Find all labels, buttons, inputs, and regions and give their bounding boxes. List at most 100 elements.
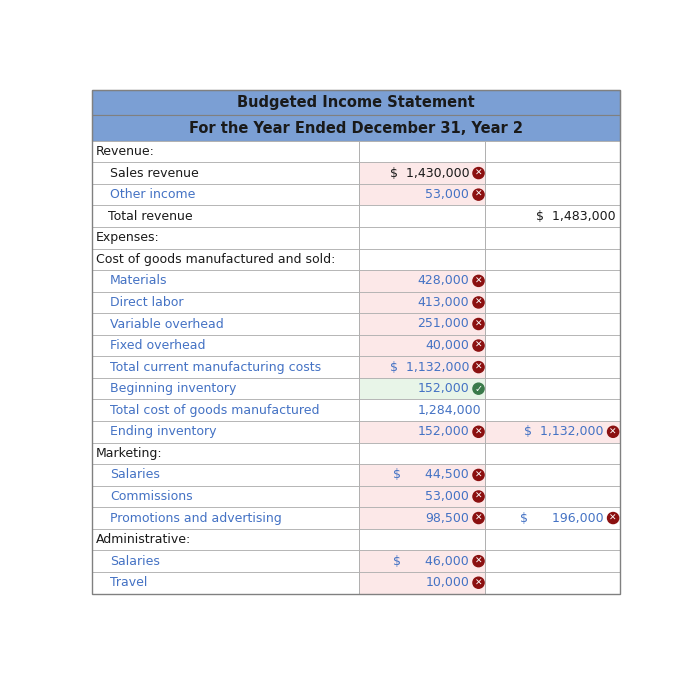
Text: Cost of goods manufactured and sold:: Cost of goods manufactured and sold: — [96, 253, 336, 266]
Text: Revenue:: Revenue: — [96, 145, 155, 158]
Bar — [92, 507, 359, 529]
Bar — [359, 227, 486, 248]
Bar — [359, 357, 486, 378]
Text: ✕: ✕ — [475, 514, 482, 523]
Bar — [359, 421, 486, 443]
Bar — [486, 486, 620, 507]
Bar — [486, 464, 620, 486]
Circle shape — [473, 469, 484, 480]
Text: Direct labor: Direct labor — [110, 296, 183, 309]
Text: Total revenue: Total revenue — [96, 209, 193, 223]
Circle shape — [473, 275, 484, 286]
Bar — [486, 443, 620, 464]
Text: $  1,483,000: $ 1,483,000 — [536, 209, 616, 223]
Text: Salaries: Salaries — [110, 555, 160, 567]
Bar — [486, 227, 620, 248]
Text: $  1,430,000: $ 1,430,000 — [390, 167, 469, 179]
Text: ✕: ✕ — [475, 320, 482, 329]
Text: Variable overhead: Variable overhead — [110, 318, 224, 330]
Text: 53,000: 53,000 — [425, 490, 469, 503]
Bar — [92, 292, 359, 313]
Text: ✓: ✓ — [475, 384, 482, 394]
Text: ✕: ✕ — [475, 341, 482, 350]
Bar — [486, 529, 620, 551]
Circle shape — [473, 189, 484, 200]
Text: 251,000: 251,000 — [418, 318, 469, 330]
Bar — [486, 184, 620, 205]
Text: $  1,132,000: $ 1,132,000 — [390, 361, 469, 373]
Bar — [486, 551, 620, 572]
Bar — [92, 464, 359, 486]
Text: 98,500: 98,500 — [425, 512, 469, 524]
Circle shape — [473, 168, 484, 179]
Bar — [486, 399, 620, 421]
Text: 1,284,000: 1,284,000 — [417, 403, 481, 417]
Text: $  1,132,000: $ 1,132,000 — [524, 425, 604, 438]
Bar — [92, 90, 620, 115]
Bar — [359, 572, 486, 593]
Text: 152,000: 152,000 — [418, 425, 469, 438]
Text: For the Year Ended December 31, Year 2: For the Year Ended December 31, Year 2 — [189, 121, 523, 135]
Bar — [486, 141, 620, 163]
Bar — [359, 507, 486, 529]
Text: 53,000: 53,000 — [425, 188, 469, 201]
Bar — [486, 270, 620, 292]
Text: $      46,000: $ 46,000 — [393, 555, 469, 567]
Bar — [92, 486, 359, 507]
Bar — [92, 163, 359, 184]
Bar — [359, 551, 486, 572]
Circle shape — [473, 318, 484, 329]
Bar — [486, 357, 620, 378]
Text: Other income: Other income — [110, 188, 195, 201]
Circle shape — [607, 512, 619, 524]
Text: 10,000: 10,000 — [425, 577, 469, 589]
Circle shape — [473, 577, 484, 588]
Bar — [486, 378, 620, 399]
Bar — [92, 248, 359, 270]
Bar — [359, 378, 486, 399]
Text: 40,000: 40,000 — [425, 339, 469, 352]
Circle shape — [473, 426, 484, 438]
Bar — [92, 572, 359, 593]
Text: Promotions and advertising: Promotions and advertising — [110, 512, 282, 524]
Bar — [359, 292, 486, 313]
Text: ✕: ✕ — [475, 363, 482, 371]
Text: ✕: ✕ — [475, 470, 482, 480]
Bar — [359, 399, 486, 421]
Text: Marketing:: Marketing: — [96, 447, 163, 460]
Text: Ending inventory: Ending inventory — [110, 425, 217, 438]
Bar — [486, 335, 620, 357]
Bar — [92, 313, 359, 335]
Text: Total cost of goods manufactured: Total cost of goods manufactured — [110, 403, 320, 417]
Bar — [486, 292, 620, 313]
Circle shape — [473, 491, 484, 502]
Bar — [92, 421, 359, 443]
Bar — [359, 141, 486, 163]
Circle shape — [473, 556, 484, 567]
Bar — [359, 529, 486, 551]
Bar — [92, 227, 359, 248]
Text: 152,000: 152,000 — [418, 383, 469, 395]
Text: Fixed overhead: Fixed overhead — [110, 339, 206, 352]
Text: $      44,500: $ 44,500 — [393, 468, 469, 482]
Text: 413,000: 413,000 — [418, 296, 469, 309]
Text: Commissions: Commissions — [110, 490, 193, 503]
Text: ✕: ✕ — [475, 190, 482, 199]
Circle shape — [473, 340, 484, 351]
Text: Budgeted Income Statement: Budgeted Income Statement — [237, 95, 475, 110]
Text: Salaries: Salaries — [110, 468, 160, 482]
Text: ✕: ✕ — [610, 427, 617, 436]
Bar — [359, 335, 486, 357]
Text: $      196,000: $ 196,000 — [520, 512, 604, 524]
Bar — [359, 248, 486, 270]
Bar — [359, 184, 486, 205]
Bar — [92, 529, 359, 551]
Bar — [359, 486, 486, 507]
Text: Travel: Travel — [110, 577, 147, 589]
Bar — [92, 270, 359, 292]
Bar — [486, 205, 620, 227]
Bar — [92, 357, 359, 378]
Bar — [92, 184, 359, 205]
Bar — [92, 115, 620, 141]
Circle shape — [473, 512, 484, 524]
